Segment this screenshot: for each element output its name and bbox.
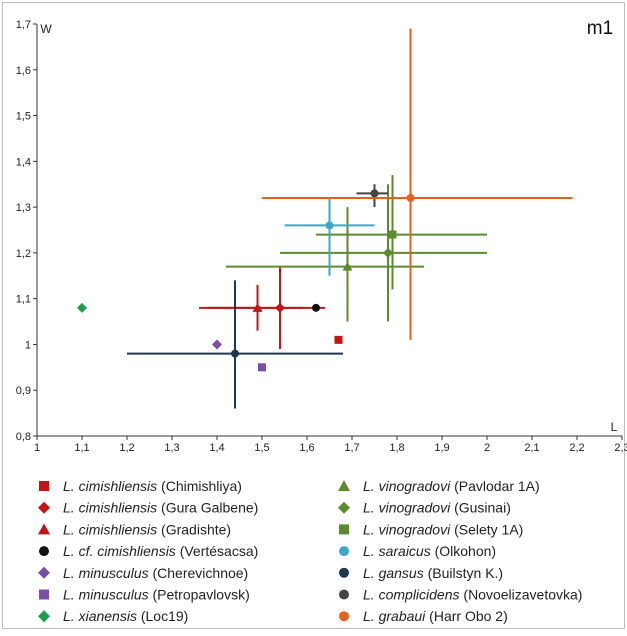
y-axis-label: W — [40, 22, 52, 36]
legend-marker — [339, 611, 349, 622]
x-tick-label: 1,2 — [119, 442, 134, 454]
data-point — [258, 363, 266, 372]
y-tick-label: 1,2 — [16, 248, 31, 260]
legend-marker — [39, 481, 49, 491]
data-point — [325, 221, 334, 230]
legend-marker — [38, 501, 50, 514]
legend-marker — [38, 610, 50, 623]
data-point — [312, 303, 320, 312]
legend-marker — [39, 546, 49, 557]
data-point — [212, 339, 222, 350]
legend-entry: L. cimishliensis (Chimishliya) — [63, 478, 242, 494]
x-tick-label: 1 — [34, 442, 40, 454]
chart-border — [2, 2, 625, 629]
y-tick-label: 1,1 — [16, 294, 31, 306]
data-point — [383, 247, 393, 258]
x-tick-label: 2,1 — [524, 442, 539, 454]
x-tick-label: 2,2 — [569, 442, 584, 454]
data-point — [231, 349, 239, 358]
axes-layer: 1 1,1 1,2 1,3 1,4 1,5 1,6 1,7 1,8 1,9 2 2,1 2,2 2,3 0,… — [16, 18, 627, 454]
legend-entry: L. gansus (Builstyn K.) — [363, 565, 503, 581]
legend-entry: L. cimishliensis (Gura Galbene) — [63, 500, 258, 516]
x-axis-label: L — [611, 420, 618, 434]
x-tick-label: 2 — [484, 442, 490, 454]
data-point — [275, 302, 285, 313]
legend-marker — [338, 480, 350, 491]
legend-entry: L. minusculus (Petropavlovsk) — [63, 587, 250, 603]
legend-marker — [339, 567, 349, 578]
legend-entry: L. vinogradovi (Pavlodar 1A) — [363, 478, 540, 494]
legend-entry: L. saraicus (Olkohon) — [363, 543, 496, 559]
legend-marker — [39, 589, 49, 600]
data-point — [342, 261, 353, 271]
legend-entry: L. cf. cimishliensis (Vertésacsa) — [63, 543, 258, 559]
x-tick-label: 1,1 — [74, 442, 89, 454]
y-tick-label: 0,9 — [16, 385, 31, 397]
legend-marker — [339, 589, 349, 600]
y-tick-label: 1,6 — [16, 65, 31, 77]
legend-entry: L. minusculus (Cherevichnoe) — [63, 565, 248, 581]
data-point — [334, 335, 343, 344]
x-tick-label: 1,3 — [164, 442, 179, 454]
x-tick-label: 1,7 — [344, 442, 359, 454]
data-points-layer — [77, 189, 415, 372]
legend-marker — [38, 566, 50, 579]
legend-entry: L. vinogradovi (Gusinai) — [363, 500, 511, 516]
y-tick-label: 1,4 — [16, 156, 31, 168]
data-point — [406, 193, 415, 202]
y-tick-label: 1,7 — [16, 19, 31, 31]
legend-entry: L. xianensis (Loc19) — [63, 608, 188, 624]
data-point — [370, 189, 379, 198]
legend-marker — [339, 524, 349, 535]
legend-marker — [38, 523, 50, 535]
data-point — [77, 302, 87, 313]
data-point — [388, 230, 397, 239]
legend-marker — [338, 501, 350, 514]
legend-marker — [339, 546, 349, 557]
legend-entry: L. complicidens (Novoelizavetovka) — [363, 587, 582, 603]
y-tick-label: 1,5 — [16, 111, 31, 123]
legend: L. cimishliensis (Chimishliya) L. cimishl… — [38, 478, 582, 624]
x-tick-label: 1,8 — [389, 442, 404, 454]
panel-label: m1 — [587, 18, 613, 39]
x-tick-label: 1,9 — [434, 442, 449, 454]
y-tick-label: 0,8 — [16, 431, 31, 443]
legend-entry: L. grabaui (Harr Obo 2) — [363, 608, 508, 624]
y-tick-label: 1,3 — [16, 202, 31, 214]
x-tick-label: 2,3 — [614, 442, 627, 454]
y-tick-label: 1 — [25, 339, 31, 351]
data-point — [252, 302, 263, 312]
legend-entry: L. cimishliensis (Gradishte) — [63, 521, 231, 537]
x-tick-label: 1,4 — [209, 442, 224, 454]
error-bars-layer — [127, 28, 573, 409]
x-tick-label: 1,5 — [254, 442, 269, 454]
x-tick-label: 1,6 — [299, 442, 314, 454]
legend-entry: L. vinogradovi (Selety 1A) — [363, 521, 523, 537]
